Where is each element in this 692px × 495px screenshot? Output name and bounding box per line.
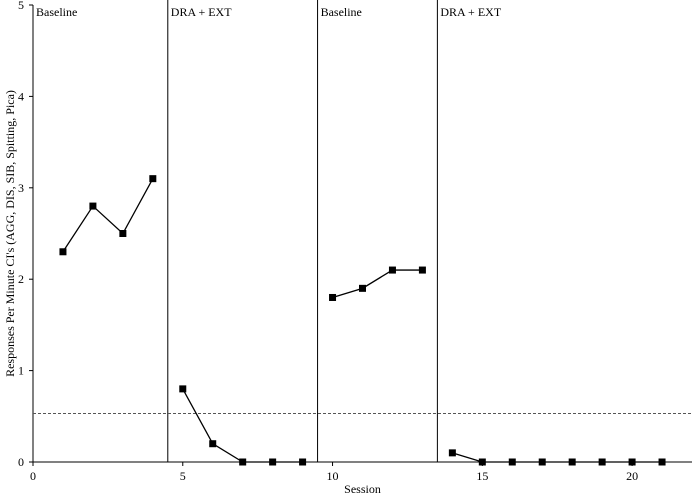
x-tick-label: 15 (476, 469, 488, 483)
data-point (478, 458, 486, 466)
data-point (508, 458, 516, 466)
y-tick-label: 4 (18, 89, 24, 103)
data-point (329, 293, 337, 301)
phase-label: Baseline (36, 5, 77, 19)
x-tick-label: 10 (327, 469, 339, 483)
x-tick-label: 0 (30, 469, 36, 483)
data-point (239, 458, 247, 466)
data-point (119, 230, 127, 237)
data-point (628, 458, 636, 466)
x-tick-label: 5 (180, 469, 186, 483)
y-tick-label: 1 (18, 364, 24, 378)
data-point (59, 248, 67, 256)
data-point (299, 458, 307, 466)
y-tick-label: 5 (18, 0, 24, 12)
data-point (89, 202, 97, 210)
data-point (538, 458, 546, 466)
series-line (332, 269, 423, 299)
data-point (448, 449, 456, 457)
data-point (388, 266, 396, 274)
series-line (182, 388, 303, 463)
y-axis-label: Responses Per Minute CI's (AGG, DIS, SIB… (3, 90, 17, 377)
phase-labels: Baseline DRA + EXT Baseline DRA + EXT (36, 5, 502, 19)
data-point (658, 458, 666, 466)
data-point (149, 175, 157, 183)
data-point (269, 458, 277, 466)
phase-label: Baseline (321, 5, 362, 19)
phase-change-lines (167, 0, 438, 462)
data-point (209, 440, 217, 448)
axes (29, 4, 692, 466)
y-tick-label: 0 (18, 455, 24, 469)
y-tick-label: 3 (18, 181, 24, 195)
phase-label: DRA + EXT (171, 5, 232, 19)
tick-labels: 0 5 10 15 20 0 1 2 3 4 5 (18, 0, 638, 483)
series-line (452, 452, 663, 463)
x-tick-label: 20 (626, 469, 638, 483)
data-point (179, 385, 187, 393)
phase-label: DRA + EXT (440, 5, 501, 19)
data-point (568, 458, 576, 466)
data-point (418, 266, 426, 274)
x-axis-label: Session (344, 482, 381, 495)
series-line (62, 178, 154, 253)
y-tick-label: 2 (18, 272, 24, 286)
data-point (598, 458, 606, 466)
data-point (359, 284, 366, 292)
data-series (59, 175, 666, 466)
